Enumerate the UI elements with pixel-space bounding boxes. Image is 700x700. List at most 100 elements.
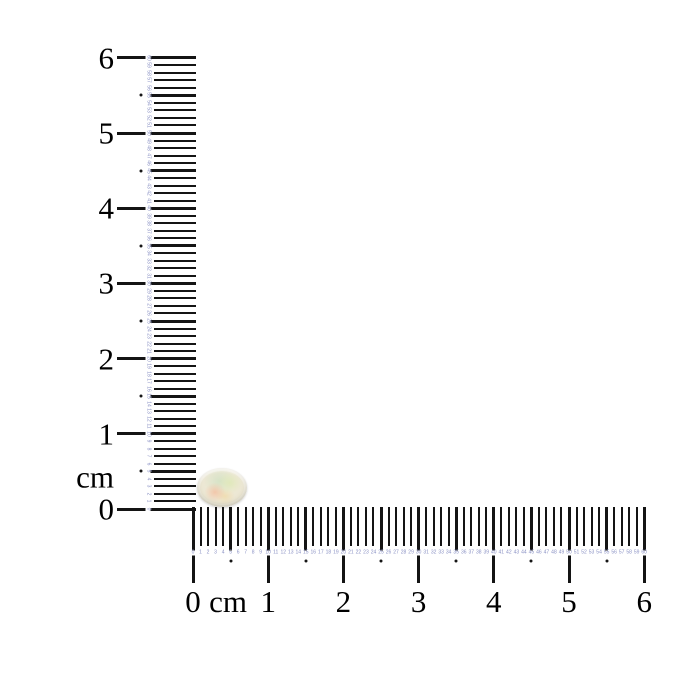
mm-tick xyxy=(605,507,609,551)
cm-tick xyxy=(117,56,196,60)
mm-tick xyxy=(154,327,196,330)
mm-tick xyxy=(598,507,601,546)
mm-tick xyxy=(214,507,217,546)
mm-tick xyxy=(357,507,360,546)
mm-number: 22 xyxy=(354,549,363,556)
mm-number: 45 xyxy=(527,549,536,556)
mm-tick xyxy=(312,507,315,546)
mm-tick xyxy=(154,402,196,405)
mm-number: 11 xyxy=(145,422,152,430)
mm-number: 41 xyxy=(497,549,506,556)
mm-tick xyxy=(282,507,285,546)
mm-tick xyxy=(154,199,196,202)
mm-number: 45 xyxy=(145,166,152,175)
mm-number: 21 xyxy=(347,549,355,556)
cm-tick xyxy=(492,507,496,583)
mm-number: 40 xyxy=(145,204,152,212)
mm-number: 50 xyxy=(565,549,573,556)
mm-number: 14 xyxy=(145,399,152,408)
cm-tick xyxy=(117,131,196,135)
mm-tick xyxy=(319,507,322,546)
mm-number: 7 xyxy=(243,549,249,556)
mm-number: 55 xyxy=(145,91,152,100)
mm-number: 21 xyxy=(145,347,152,355)
mm-number: 52 xyxy=(580,549,588,556)
mm-number: 37 xyxy=(467,549,476,556)
mm-number: 9 xyxy=(145,438,152,444)
mm-number: 54 xyxy=(595,549,603,556)
mm-number: 48 xyxy=(145,144,152,152)
mm-number: 15 xyxy=(302,549,310,556)
mm-tick xyxy=(154,124,196,127)
mm-tick xyxy=(507,507,510,546)
mm-tick xyxy=(154,492,196,495)
half-cm-dot xyxy=(139,244,143,248)
cm-label: 0 xyxy=(185,584,201,619)
mm-tick xyxy=(154,79,196,82)
mm-number: 1 xyxy=(198,549,203,556)
cm-tick xyxy=(417,507,421,583)
mm-tick xyxy=(154,222,196,225)
mm-number: 35 xyxy=(145,242,152,250)
mm-tick xyxy=(387,507,390,546)
mm-tick xyxy=(154,139,196,142)
mm-tick xyxy=(154,447,196,450)
mm-tick xyxy=(207,507,210,546)
mm-tick xyxy=(237,507,240,546)
mm-number: 10 xyxy=(145,430,152,438)
mm-number: 27 xyxy=(145,302,152,310)
mm-number: 24 xyxy=(145,324,152,333)
mm-number: 29 xyxy=(407,549,415,556)
mm-number: 18 xyxy=(324,549,333,556)
mm-tick xyxy=(613,507,616,546)
mm-tick xyxy=(154,214,196,217)
mm-tick xyxy=(154,229,196,232)
mm-tick xyxy=(154,86,196,89)
mm-number: 28 xyxy=(145,294,152,303)
mm-number: 56 xyxy=(145,84,152,92)
mm-tick xyxy=(470,507,473,546)
mm-tick xyxy=(154,259,196,262)
mm-number: 54 xyxy=(145,99,152,107)
mm-number: 19 xyxy=(145,362,152,370)
mm-tick xyxy=(154,101,196,104)
mm-number: 1 xyxy=(145,499,152,504)
mm-number: 59 xyxy=(632,549,641,556)
mm-tick xyxy=(154,350,196,353)
mm-tick xyxy=(148,319,196,323)
mm-tick xyxy=(154,177,196,180)
mm-tick xyxy=(154,184,196,187)
mm-tick xyxy=(148,244,196,248)
mm-tick xyxy=(154,297,196,300)
mm-tick xyxy=(244,507,247,546)
mm-number: 6 xyxy=(235,549,241,556)
half-cm-dot xyxy=(139,93,143,97)
mm-number: 12 xyxy=(279,549,288,556)
mm-number: 32 xyxy=(429,549,438,556)
mm-number: 31 xyxy=(422,549,430,556)
mm-tick xyxy=(154,477,196,480)
mm-number: 49 xyxy=(145,136,152,145)
mm-number: 8 xyxy=(250,549,256,556)
mm-number: 4 xyxy=(145,476,152,482)
cm-tick xyxy=(642,507,646,583)
mm-tick xyxy=(402,507,405,546)
cm-tick xyxy=(117,206,196,210)
mm-number: 29 xyxy=(145,287,152,295)
mm-tick xyxy=(154,267,196,270)
mm-tick xyxy=(583,507,586,546)
opal-gemstone xyxy=(197,468,247,507)
cm-label: 4 xyxy=(486,584,502,619)
mm-number: 57 xyxy=(145,76,152,85)
mm-number: 39 xyxy=(145,211,152,220)
unit-label: cm xyxy=(209,584,247,619)
mm-tick xyxy=(590,507,593,546)
mm-number: 55 xyxy=(602,549,611,556)
mm-number: 25 xyxy=(145,317,152,325)
mm-tick xyxy=(462,507,465,546)
mm-number: 46 xyxy=(145,159,152,167)
mm-tick xyxy=(154,312,196,315)
mm-tick xyxy=(154,485,196,488)
mm-tick xyxy=(537,507,540,546)
mm-tick xyxy=(575,507,578,546)
